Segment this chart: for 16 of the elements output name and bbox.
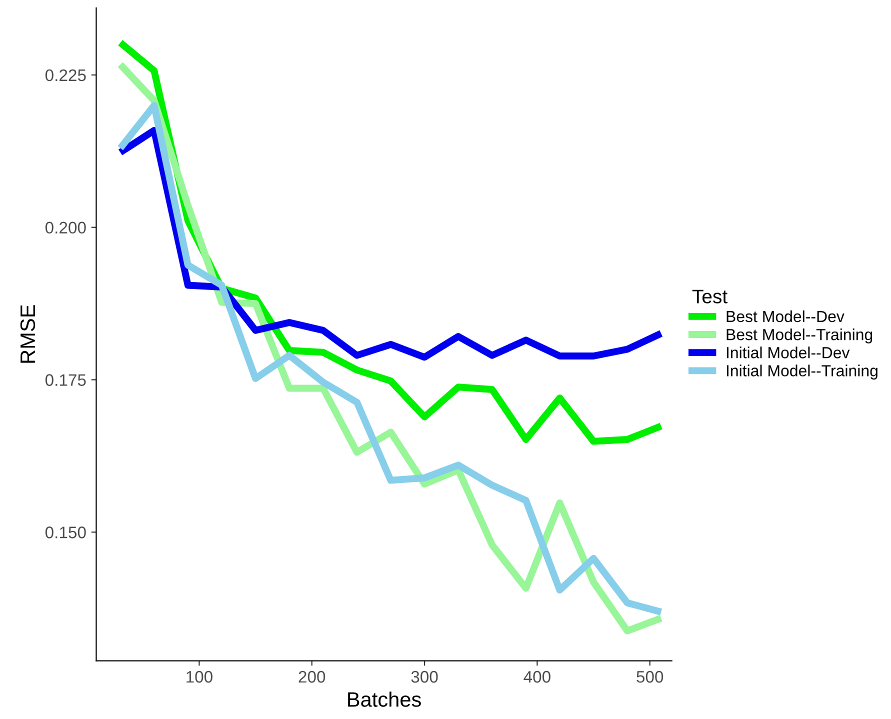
x-axis-title: Batches [348, 692, 421, 707]
y-axis-title: RMSE [20, 305, 36, 363]
x-tick-label: 500 [636, 670, 664, 683]
x-tick-label: 100 [186, 670, 212, 683]
legend-label: Initial Model--Training [726, 364, 878, 380]
y-tick-label: 0.150 [45, 526, 86, 538]
legend-label: Best Model--Training [726, 328, 872, 344]
legend-title: Test [692, 290, 728, 304]
legend-label: Best Model--Dev [726, 310, 844, 322]
legend-label: Initial Model--Dev [726, 346, 850, 358]
y-tick-label: 0.225 [45, 69, 86, 82]
x-tick-label: 300 [411, 670, 438, 683]
x-tick-label: 400 [524, 670, 550, 683]
y-tick-label: 0.200 [45, 222, 86, 234]
x-tick-label: 200 [298, 670, 326, 683]
y-tick-label: 0.175 [45, 374, 86, 386]
